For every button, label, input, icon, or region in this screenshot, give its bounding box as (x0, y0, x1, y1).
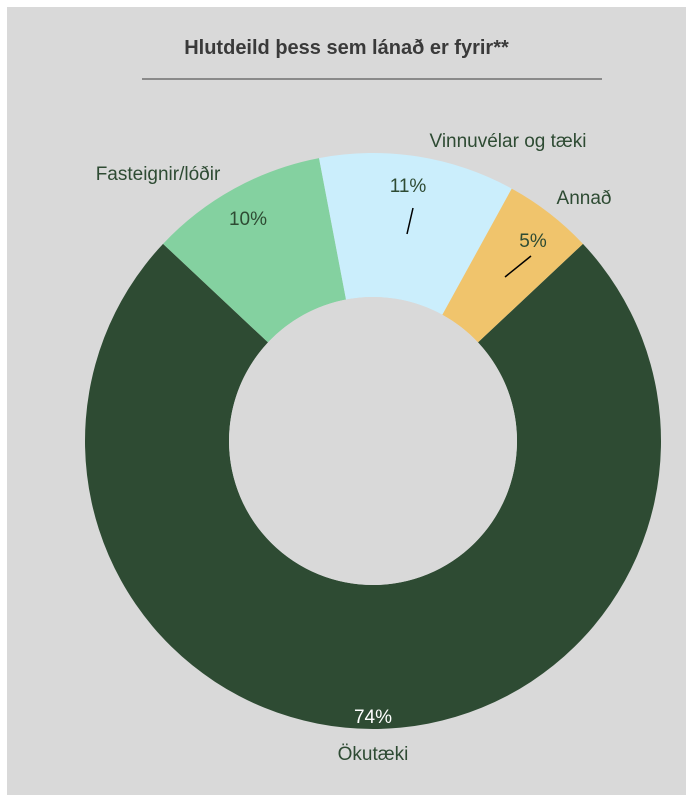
leader-line-anna (504, 255, 532, 278)
slice-o-kut-ki (85, 243, 662, 729)
category-label-fasteignir-lo-ir: Fasteignir/lóðir (96, 164, 221, 185)
value-label-vinnuve-lar-og-t-ki: 11% (390, 176, 427, 197)
value-label-fasteignir-lo-ir: 10% (229, 209, 267, 230)
slice-vinnuve-lar-og-t-ki (319, 153, 512, 315)
leader-line-vinnuve-lar-og-t-ki (406, 207, 414, 235)
donut-hole (229, 297, 517, 585)
value-label-o-kut-ki: 74% (354, 707, 392, 728)
category-label-vinnuve-lar-og-t-ki: Vinnuvélar og tæki (429, 131, 586, 152)
slice-fasteignir-lo-ir (163, 158, 347, 343)
label-group: 74% Ökutæki 10% Fasteignir/lóðir 11% Vinnuvél… (96, 131, 612, 765)
category-label-o-kut-ki: Ökutæki (338, 744, 409, 765)
slice-group (85, 153, 662, 729)
value-label-anna: 5% (519, 231, 547, 252)
category-label-anna: Annað (557, 188, 612, 209)
chart-title: Hlutdeild þess sem lánað er fyrir** (184, 37, 509, 59)
leader-lines (406, 207, 532, 278)
slice-anna (442, 188, 583, 343)
title-underline (142, 78, 602, 80)
